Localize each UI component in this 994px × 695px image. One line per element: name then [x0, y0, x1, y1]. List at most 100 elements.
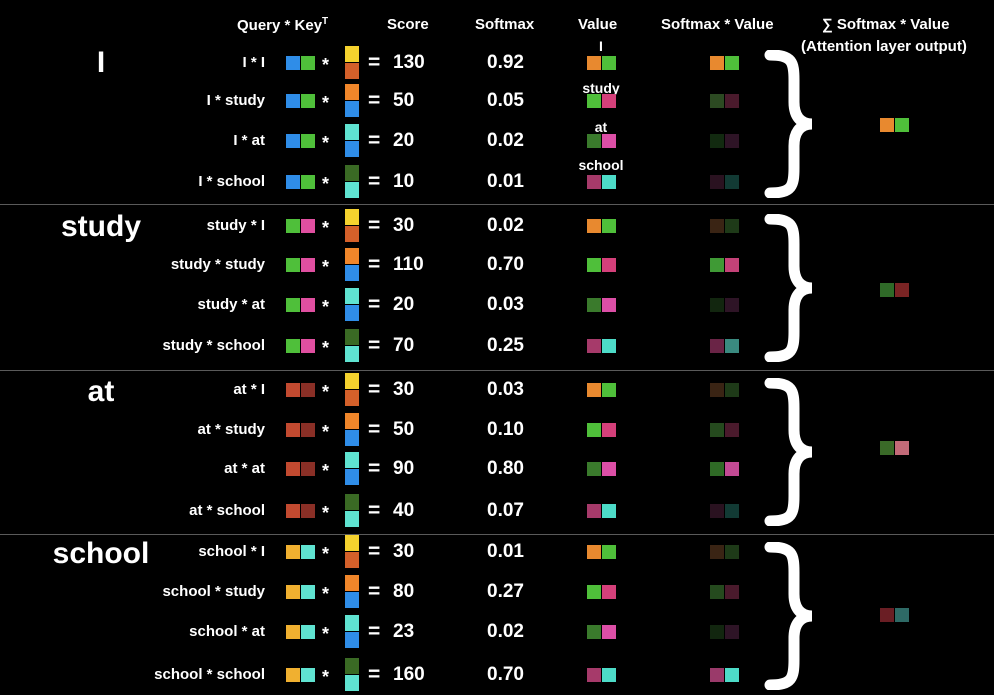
key-vector [345, 615, 359, 649]
key-square [345, 141, 359, 157]
query-square [301, 383, 315, 397]
key-square [345, 552, 359, 568]
value-vector [587, 462, 617, 476]
value-square [602, 258, 616, 272]
value-square [602, 504, 616, 518]
key-vector [345, 329, 359, 363]
key-vector [345, 373, 359, 407]
equals-symbol: = [368, 334, 381, 357]
equals-symbol: = [368, 580, 381, 603]
row-label: study * I [206, 217, 265, 234]
equals-symbol: = [368, 540, 381, 563]
curly-brace [764, 50, 813, 198]
query-vector [286, 134, 316, 148]
softmax-value: 0.01 [487, 171, 524, 192]
query-vector [286, 668, 316, 682]
weighted-value-vector [710, 504, 740, 518]
value-square [587, 94, 601, 108]
multiply-symbol: * [322, 174, 330, 194]
multiply-symbol: * [322, 624, 330, 644]
output-square [880, 283, 894, 297]
value-square [587, 134, 601, 148]
weighted-value-vector [710, 175, 740, 189]
key-vector [345, 658, 359, 692]
key-vector [345, 46, 359, 80]
header-sum-softmax-value: ∑ Softmax * Value [822, 16, 950, 33]
output-square [880, 441, 894, 455]
key-square [345, 615, 359, 631]
score-value: 30 [393, 541, 415, 562]
query-square [286, 462, 300, 476]
key-square [345, 373, 359, 389]
key-square [345, 535, 359, 551]
softmax-value: 0.10 [487, 419, 524, 440]
row-label: school * I [198, 543, 265, 560]
weighted-value-vector [710, 258, 740, 272]
score-value: 80 [393, 581, 415, 602]
key-vector [345, 494, 359, 528]
key-vector [345, 452, 359, 486]
weighted-square [710, 585, 724, 599]
query-vector [286, 56, 316, 70]
curly-brace [764, 378, 813, 526]
value-square [602, 383, 616, 397]
weighted-square [725, 298, 739, 312]
key-square [345, 305, 359, 321]
value-vector [587, 383, 617, 397]
equals-symbol: = [368, 253, 381, 276]
row-label: I * school [198, 173, 265, 190]
value-square [602, 625, 616, 639]
word-label: school [52, 537, 150, 570]
equals-symbol: = [368, 89, 381, 112]
score-value: 50 [393, 90, 415, 111]
score-value: 130 [393, 52, 425, 73]
weighted-square [725, 383, 739, 397]
weighted-square [725, 504, 739, 518]
weighted-square [710, 383, 724, 397]
equals-symbol: = [368, 457, 381, 480]
weighted-value-vector [710, 668, 740, 682]
query-vector [286, 423, 316, 437]
query-square [286, 94, 300, 108]
value-vector [587, 94, 617, 108]
header-query-key-text: Query * Key [237, 17, 323, 34]
multiply-symbol: * [322, 338, 330, 358]
weighted-square [710, 94, 724, 108]
softmax-value: 0.92 [487, 52, 524, 73]
query-square [286, 56, 300, 70]
weighted-value-vector [710, 625, 740, 639]
score-value: 23 [393, 621, 415, 642]
softmax-value: 0.05 [487, 90, 524, 111]
curly-brace [764, 542, 813, 690]
output-square [880, 608, 894, 622]
row-label: study * study [170, 256, 265, 273]
score-value: 30 [393, 215, 415, 236]
row-label: I * study [206, 92, 265, 109]
weighted-square [710, 298, 724, 312]
value-vector [587, 219, 617, 233]
row-label: school * school [154, 666, 265, 683]
word-label: I [96, 46, 106, 79]
key-square [345, 658, 359, 674]
softmax-value: 0.80 [487, 458, 524, 479]
weighted-square [725, 545, 739, 559]
query-square [301, 94, 315, 108]
score-value: 160 [393, 664, 425, 685]
softmax-value: 0.25 [487, 335, 524, 356]
value-square [602, 339, 616, 353]
weighted-value-vector [710, 462, 740, 476]
score-value: 70 [393, 335, 415, 356]
value-vector [587, 545, 617, 559]
query-square [301, 298, 315, 312]
row-label: at * study [197, 421, 265, 438]
key-square [345, 63, 359, 79]
key-square [345, 84, 359, 100]
softmax-value: 0.02 [487, 215, 524, 236]
value-square [587, 668, 601, 682]
key-square [345, 265, 359, 281]
key-vector [345, 575, 359, 609]
score-value: 10 [393, 171, 415, 192]
weighted-square [710, 258, 724, 272]
header-query-key: Query * KeyT [237, 16, 328, 34]
weighted-square [725, 462, 739, 476]
